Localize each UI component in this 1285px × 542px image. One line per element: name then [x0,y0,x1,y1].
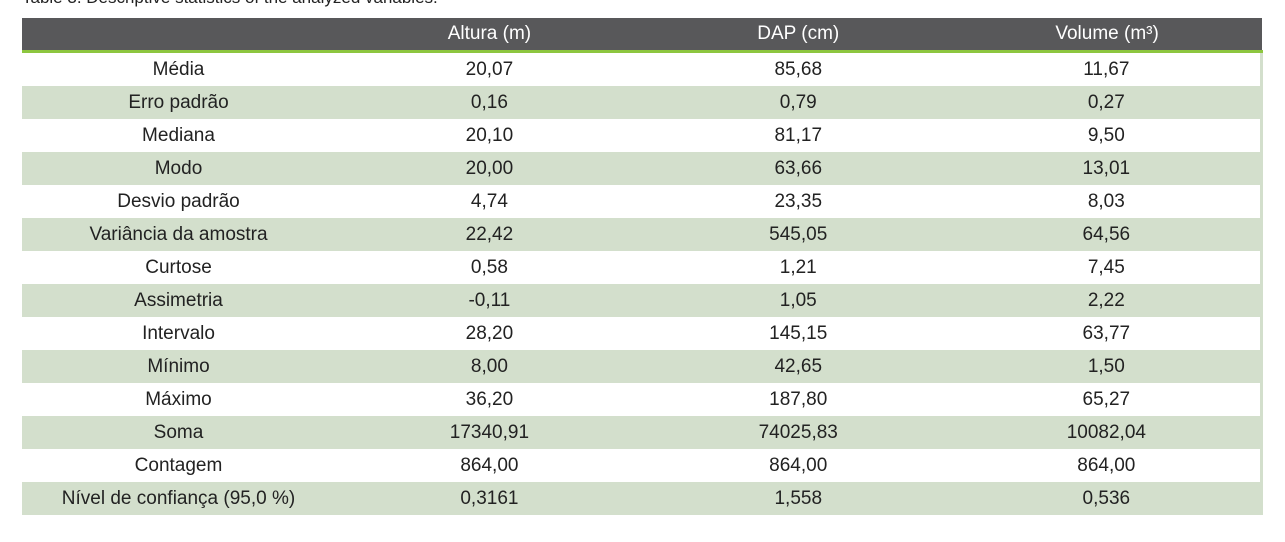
cell: 145,15 [643,317,953,350]
row-label: Intervalo [22,317,335,350]
caption: Table 3. Descriptive statistics of the a… [22,0,438,8]
cell: 22,42 [335,218,644,251]
cell: 63,66 [643,152,953,185]
row-label: Nível de confiança (95,0 %) [22,482,335,515]
table-row: Mínimo 8,00 42,65 1,50 [22,350,1263,383]
cell: 11,67 [952,51,1263,86]
cell: 7,45 [952,251,1263,284]
cell: 13,01 [952,152,1263,185]
row-label: Variância da amostra [22,218,335,251]
cell: 187,80 [643,383,953,416]
cell: 0,16 [335,86,644,119]
row-label: Média [22,51,335,86]
table-row: Curtose 0,58 1,21 7,45 [22,251,1263,284]
cell: 74025,83 [643,416,953,449]
cell: 864,00 [335,449,644,482]
cell: 545,05 [643,218,953,251]
row-label: Erro padrão [22,86,335,119]
table-row: Contagem 864,00 864,00 864,00 [22,449,1263,482]
statistics-table: Altura (m) DAP (cm) Volume (m³) Média 20,07… [22,18,1263,515]
column-header: Volume (m³) [952,18,1262,53]
row-label: Mediana [22,119,335,152]
column-header: Altura (m) [335,18,644,53]
cell: -0,11 [335,284,644,317]
cell: 1,558 [643,482,953,515]
table-body: Média 20,07 85,68 11,67 Erro padrão 0,16 0,79 0… [22,51,1263,515]
column-header: DAP (cm) [643,18,953,53]
row-label: Mínimo [22,350,335,383]
cell: 10082,04 [952,416,1263,449]
table-row: Máximo 36,20 187,80 65,27 [22,383,1263,416]
row-label: Contagem [22,449,335,482]
table-row: Modo 20,00 63,66 13,01 [22,152,1263,185]
cell: 864,00 [952,449,1263,482]
table-row: Variância da amostra 22,42 545,05 64,56 [22,218,1263,251]
cell: 864,00 [643,449,953,482]
table-row: Nível de confiança (95,0 %) 0,3161 1,558 0,… [22,482,1263,515]
cell: 0,79 [643,86,953,119]
cell: 23,35 [643,185,953,218]
row-label: Máximo [22,383,335,416]
cell: 42,65 [643,350,953,383]
cell: 0,3161 [335,482,644,515]
cell: 64,56 [952,218,1263,251]
cell: 17340,91 [335,416,644,449]
cell: 20,10 [335,119,644,152]
table-row: Intervalo 28,20 145,15 63,77 [22,317,1263,350]
cell: 4,74 [335,185,644,218]
cell: 0,58 [335,251,644,284]
cell: 63,77 [952,317,1263,350]
header-row: Altura (m) DAP (cm) Volume (m³) [22,18,1262,53]
table-row: Soma 17340,91 74025,83 10082,04 [22,416,1263,449]
table-row: Desvio padrão 4,74 23,35 8,03 [22,185,1263,218]
cell: 0,536 [952,482,1263,515]
cell: 2,22 [952,284,1263,317]
cell: 9,50 [952,119,1263,152]
cell: 81,17 [643,119,953,152]
cell: 20,07 [335,51,644,86]
table-row: Assimetria -0,11 1,05 2,22 [22,284,1263,317]
cell: 8,00 [335,350,644,383]
table-row: Média 20,07 85,68 11,67 [22,51,1263,86]
cell: 0,27 [952,86,1263,119]
cell: 36,20 [335,383,644,416]
cell: 1,50 [952,350,1263,383]
table-row: Erro padrão 0,16 0,79 0,27 [22,86,1263,119]
row-label: Modo [22,152,335,185]
table-row: Mediana 20,10 81,17 9,50 [22,119,1263,152]
cell: 85,68 [643,51,953,86]
row-label: Soma [22,416,335,449]
cell: 65,27 [952,383,1263,416]
header-corner [22,18,335,53]
cell: 28,20 [335,317,644,350]
cell: 8,03 [952,185,1263,218]
cell: 1,05 [643,284,953,317]
row-label: Curtose [22,251,335,284]
cell: 20,00 [335,152,644,185]
cell: 1,21 [643,251,953,284]
row-label: Assimetria [22,284,335,317]
row-label: Desvio padrão [22,185,335,218]
